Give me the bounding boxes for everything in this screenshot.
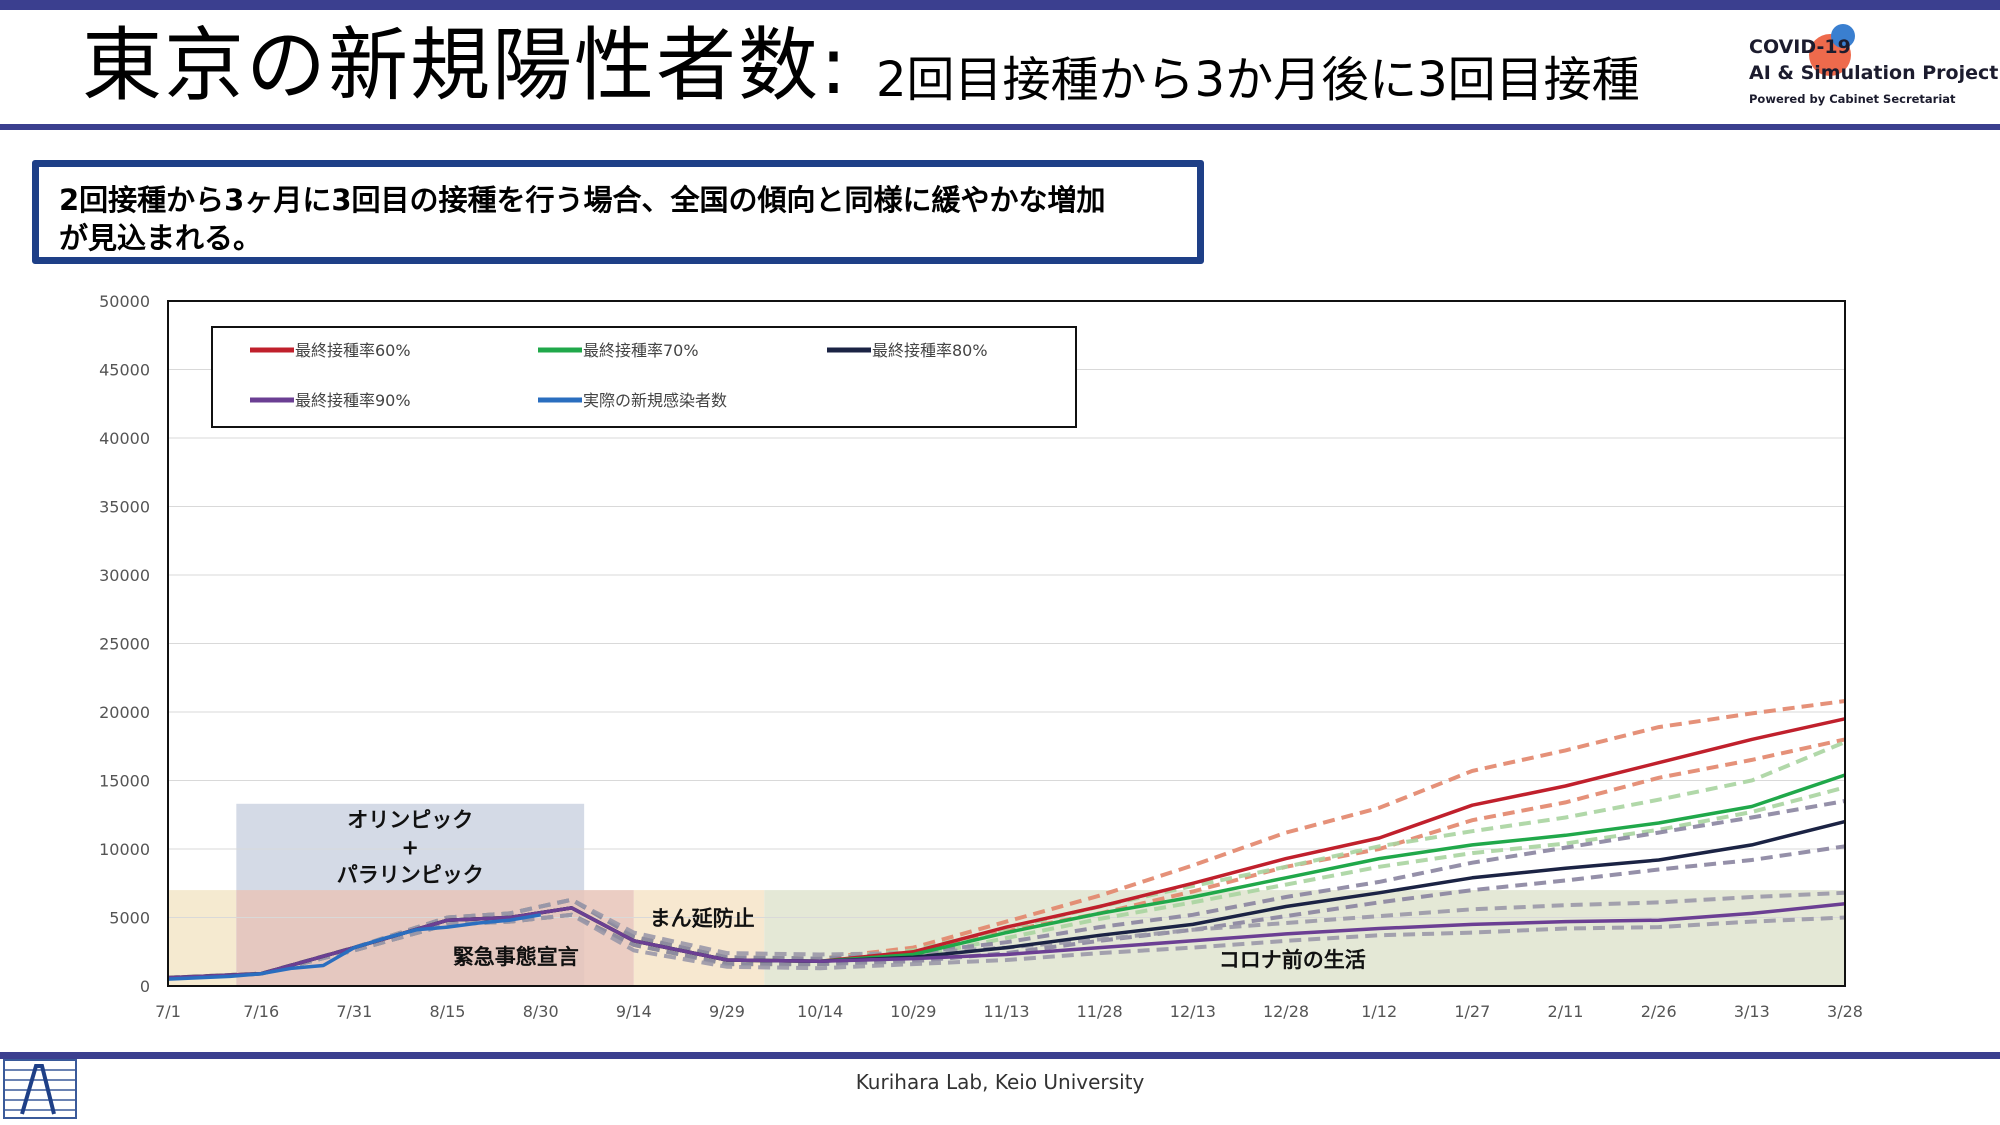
project-logo: COVID-19 AI & Simulation Project Powered… xyxy=(1745,22,1998,117)
logo-line1: COVID-19 xyxy=(1749,36,1851,58)
annotation-label: コロナ前の生活 xyxy=(1219,948,1366,972)
x-tick-label: 7/16 xyxy=(243,1002,279,1021)
top-brand-bar xyxy=(0,0,2000,10)
x-tick-label: 10/29 xyxy=(890,1002,936,1021)
legend-label: 実際の新規感染者数 xyxy=(583,391,727,410)
y-tick-label: 15000 xyxy=(99,772,150,791)
series-line-4 xyxy=(167,913,541,981)
legend-box xyxy=(211,326,1077,428)
x-tick-label: 7/31 xyxy=(336,1002,372,1021)
y-tick-label: 5000 xyxy=(109,909,150,928)
title-divider xyxy=(0,124,2000,130)
x-tick-label: 2/26 xyxy=(1641,1002,1677,1021)
y-tick-label: 10000 xyxy=(99,840,150,859)
line-chart: 0 5000 10000 15000 20000 25000 30000 35000 40000… xyxy=(99,292,1863,1021)
band-upper-0 xyxy=(167,699,1846,980)
annotation-label: 緊急事態宣言 xyxy=(453,945,579,969)
x-tick-label: 8/30 xyxy=(523,1002,559,1021)
footer-credit: Kurihara Lab, Keio University xyxy=(855,1070,1145,1094)
x-tick-label: 1/12 xyxy=(1361,1002,1397,1021)
x-tick-label: 8/15 xyxy=(430,1002,466,1021)
x-tick-label: 2/11 xyxy=(1548,1002,1584,1021)
band-upper-2 xyxy=(167,799,1846,980)
summary-box: 2回接種から3ヶ月に3回目の接種を行う場合、全国の傾向と同様に緩やかな増加 が見… xyxy=(32,160,1204,264)
y-tick-label: 35000 xyxy=(99,498,150,517)
annotation-label: オリンピック xyxy=(347,808,473,832)
legend-label: 最終接種率80% xyxy=(872,341,988,360)
logo-line3: Powered by Cabinet Secretariat xyxy=(1749,92,1956,106)
x-tick-label: 11/28 xyxy=(1077,1002,1123,1021)
y-tick-label: 40000 xyxy=(99,429,150,448)
lab-logo-icon xyxy=(3,1059,77,1119)
logo-blue-dot xyxy=(1831,24,1855,48)
x-tick-label: 3/13 xyxy=(1734,1002,1770,1021)
y-tick-label: 45000 xyxy=(99,361,150,380)
legend-label: 最終接種率60% xyxy=(295,341,411,360)
band-lower-3 xyxy=(167,912,1846,980)
annotation-label: + xyxy=(401,835,419,859)
annotation-label: パラリンピック xyxy=(337,863,484,887)
legend-label: 最終接種率90% xyxy=(295,391,411,410)
y-tick-label: 0 xyxy=(140,977,150,996)
x-tick-label: 7/1 xyxy=(155,1002,181,1021)
x-tick-label: 3/28 xyxy=(1827,1002,1863,1021)
summary-line1: 2回接種から3ヶ月に3回目の接種を行う場合、全国の傾向と同様に緩やかな増加 xyxy=(59,183,1106,217)
x-tick-label: 10/14 xyxy=(797,1002,843,1021)
period-shade-mambo xyxy=(633,890,765,986)
x-tick-label: 11/13 xyxy=(983,1002,1029,1021)
plot-frame xyxy=(167,300,1846,987)
y-tick-label: 25000 xyxy=(99,635,150,654)
x-tick-label: 1/27 xyxy=(1454,1002,1490,1021)
x-tick-label: 12/13 xyxy=(1170,1002,1216,1021)
legend-label: 最終接種率70% xyxy=(583,341,699,360)
summary-line2: が見込まれる。 xyxy=(59,221,263,255)
annotation-label: まん延防止 xyxy=(650,907,755,931)
page-title: 東京の新規陽性者数: xyxy=(82,19,849,112)
page-subtitle: 2回目接種から3か月後に3回目接種 xyxy=(876,52,1640,108)
x-tick-label: 9/29 xyxy=(709,1002,745,1021)
logo-line2: AI & Simulation Project xyxy=(1749,62,1999,84)
y-tick-label: 20000 xyxy=(99,703,150,722)
y-tick-label: 50000 xyxy=(99,292,150,311)
series-line-3 xyxy=(167,902,1846,980)
x-tick-label: 9/14 xyxy=(616,1002,652,1021)
period-shade-emergency xyxy=(236,890,634,986)
period-shade-pre xyxy=(168,890,237,986)
x-tick-label: 12/28 xyxy=(1263,1002,1309,1021)
y-tick-label: 30000 xyxy=(99,566,150,585)
footer-divider xyxy=(0,1052,2000,1059)
